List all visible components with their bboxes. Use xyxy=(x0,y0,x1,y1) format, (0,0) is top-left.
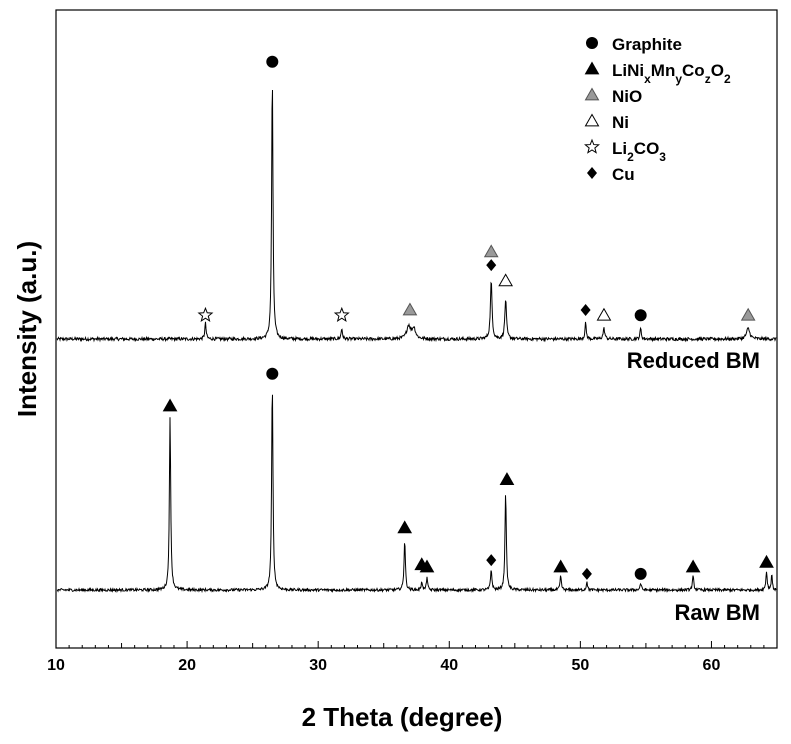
plot-frame xyxy=(55,9,778,649)
nmc-legend-icon xyxy=(584,61,600,75)
cu-peak-marker xyxy=(581,567,592,580)
x-axis-ticks: 10 20 30 40 50 60 xyxy=(47,641,778,674)
li2co3-peak-marker xyxy=(197,306,214,323)
li2co3-legend-icon xyxy=(584,138,600,154)
x-tick-label: 50 xyxy=(571,657,589,674)
cu-peak-marker xyxy=(486,259,497,272)
graphite-peak-marker xyxy=(634,567,647,580)
nmc-peak-marker xyxy=(499,472,515,485)
series-layer: Reduced BM Raw BM xyxy=(56,89,777,625)
y-axis-title: Intensity (a.u.) xyxy=(12,241,42,417)
nmc-peak-marker xyxy=(553,559,569,573)
x-tick-label: 10 xyxy=(47,657,65,674)
x-tick-label: 40 xyxy=(440,657,458,674)
graphite-peak-marker xyxy=(634,309,647,322)
graphite-legend-icon xyxy=(586,37,598,49)
legend-label: Li2CO3 xyxy=(612,139,666,164)
nmc-peak-marker xyxy=(397,520,413,534)
legend-label: Ni xyxy=(612,113,629,132)
nmc-peak-marker xyxy=(759,554,774,568)
ni-peak-marker xyxy=(596,307,612,321)
series-label: Reduced BM xyxy=(627,348,760,373)
x-tick-label: 20 xyxy=(178,657,196,674)
nio-peak-marker xyxy=(402,302,418,316)
cu-peak-marker xyxy=(580,303,591,316)
cu-peak-marker xyxy=(486,554,497,567)
xrd-pattern-line xyxy=(56,394,777,594)
x-tick-label: 30 xyxy=(309,657,327,674)
cu-legend-icon xyxy=(587,167,597,179)
graphite-peak-marker xyxy=(266,367,279,380)
peak-markers xyxy=(162,55,774,580)
series-label: Raw BM xyxy=(674,600,760,625)
nio-peak-marker xyxy=(740,307,756,321)
legend-label: Graphite xyxy=(612,35,682,54)
legend-label: Cu xyxy=(612,165,635,184)
nmc-peak-marker xyxy=(685,559,701,573)
x-tick-label: 60 xyxy=(703,657,721,674)
nio-peak-marker xyxy=(483,244,499,258)
legend-label: LiNixMnyCozO2 xyxy=(612,61,731,86)
nmc-peak-marker xyxy=(162,398,178,412)
ni-peak-marker xyxy=(498,273,514,287)
xrd-pattern-line xyxy=(56,89,777,343)
graphite-peak-marker xyxy=(266,55,279,68)
li2co3-peak-marker xyxy=(333,306,350,323)
nio-legend-icon xyxy=(584,87,600,101)
ni-legend-icon xyxy=(584,113,600,127)
x-axis-title: 2 Theta (degree) xyxy=(302,702,503,732)
nmc-peak-marker xyxy=(419,559,435,573)
legend-label: NiO xyxy=(612,87,642,106)
